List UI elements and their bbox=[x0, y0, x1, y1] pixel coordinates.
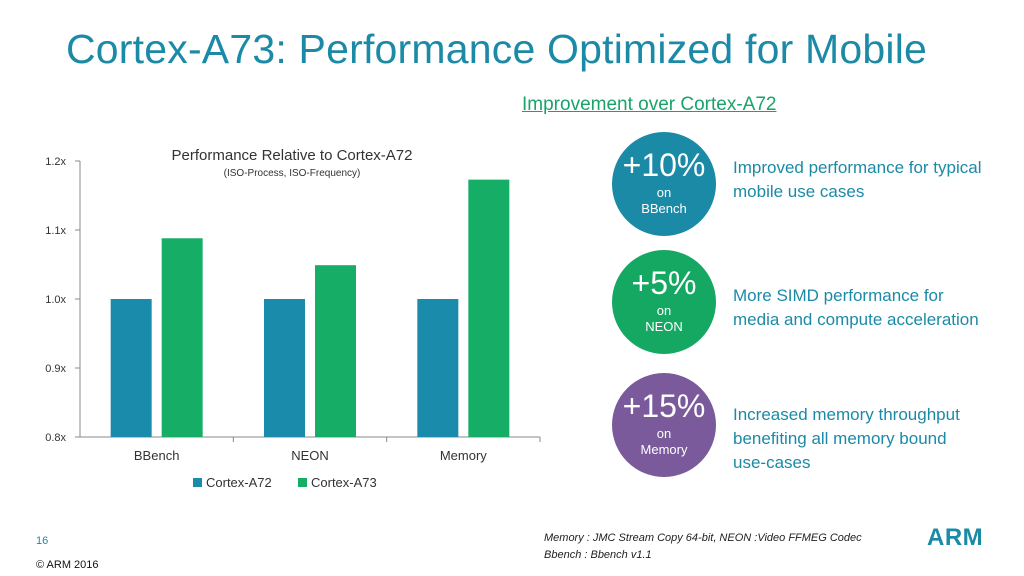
improvement-value: +15% bbox=[622, 388, 706, 424]
y-tick-label: 1.0x bbox=[45, 294, 66, 306]
improvement-bubble-memory: +15% on Memory bbox=[612, 373, 716, 477]
legend-swatch-cortex-a72 bbox=[193, 478, 202, 487]
slide-title: Cortex-A73: Performance Optimized for Mo… bbox=[66, 26, 928, 72]
bar-cortex-a72-bbench bbox=[110, 299, 152, 437]
chart-title: Performance Relative to Cortex-A72 bbox=[172, 147, 413, 164]
improvement-on-label: on bbox=[656, 426, 672, 441]
x-tick-label: BBench bbox=[134, 448, 180, 463]
footnote-line-1: Memory : JMC Stream Copy 64-bit, NEON :V… bbox=[544, 532, 862, 544]
y-tick-label: 0.8x bbox=[45, 432, 66, 444]
improvement-on-label: on bbox=[656, 185, 672, 200]
page-number: 16 bbox=[36, 535, 49, 547]
footnote: Memory : JMC Stream Copy 64-bit, NEON :V… bbox=[544, 530, 862, 564]
improvement-description: Improved performance for typical mobile u… bbox=[733, 156, 1013, 204]
footnote-line-2: Bbench : Bbench v1.1 bbox=[544, 549, 652, 561]
x-tick-label: NEON bbox=[291, 448, 329, 463]
improvement-benchmark: BBench bbox=[641, 201, 687, 216]
bar-cortex-a72-neon bbox=[264, 299, 305, 437]
y-tick-label: 1.1x bbox=[45, 225, 66, 237]
improvement-bubble-bbench: +10% on BBench bbox=[612, 132, 716, 236]
legend-label-cortex-a72: Cortex-A72 bbox=[206, 475, 272, 490]
description-line: media and compute acceleration bbox=[733, 310, 979, 329]
description-line: benefiting all memory bound bbox=[733, 429, 947, 448]
bar-cortex-a73-bbench bbox=[161, 238, 203, 437]
improvement-description: More SIMD performance for media and compu… bbox=[733, 284, 1013, 332]
improvement-heading: Improvement over Cortex-A72 bbox=[522, 94, 777, 115]
legend-swatch-cortex-a73 bbox=[298, 478, 307, 487]
improvement-benchmark: Memory bbox=[640, 442, 688, 457]
description-line: More SIMD performance for bbox=[733, 286, 944, 305]
improvement-value: +5% bbox=[631, 265, 697, 301]
chart-subtitle: (ISO-Process, ISO-Frequency) bbox=[224, 168, 361, 179]
description-line: use-cases bbox=[733, 453, 811, 472]
y-tick-label: 0.9x bbox=[45, 363, 66, 375]
improvement-description: Increased memory throughput benefiting al… bbox=[733, 403, 1013, 475]
improvement-value: +10% bbox=[622, 147, 706, 183]
bar-chart: Performance Relative to Cortex-A72 (ISO-… bbox=[45, 147, 541, 490]
description-line: Improved performance for typical bbox=[733, 158, 982, 177]
description-line: Increased memory throughput bbox=[733, 405, 960, 424]
improvement-on-label: on bbox=[656, 303, 672, 318]
bar-cortex-a73-memory bbox=[468, 179, 510, 437]
copyright: © ARM 2016 bbox=[36, 559, 99, 571]
improvement-bubble-neon: +5% on NEON bbox=[612, 250, 716, 354]
y-tick-label: 1.2x bbox=[45, 156, 66, 168]
arm-logo: ARM bbox=[927, 524, 984, 551]
description-line: mobile use cases bbox=[733, 182, 865, 201]
improvement-benchmark: NEON bbox=[645, 319, 683, 334]
x-tick-label: Memory bbox=[440, 448, 487, 463]
bar-cortex-a72-memory bbox=[417, 299, 459, 437]
legend-label-cortex-a73: Cortex-A73 bbox=[311, 475, 377, 490]
bar-cortex-a73-neon bbox=[315, 265, 356, 437]
